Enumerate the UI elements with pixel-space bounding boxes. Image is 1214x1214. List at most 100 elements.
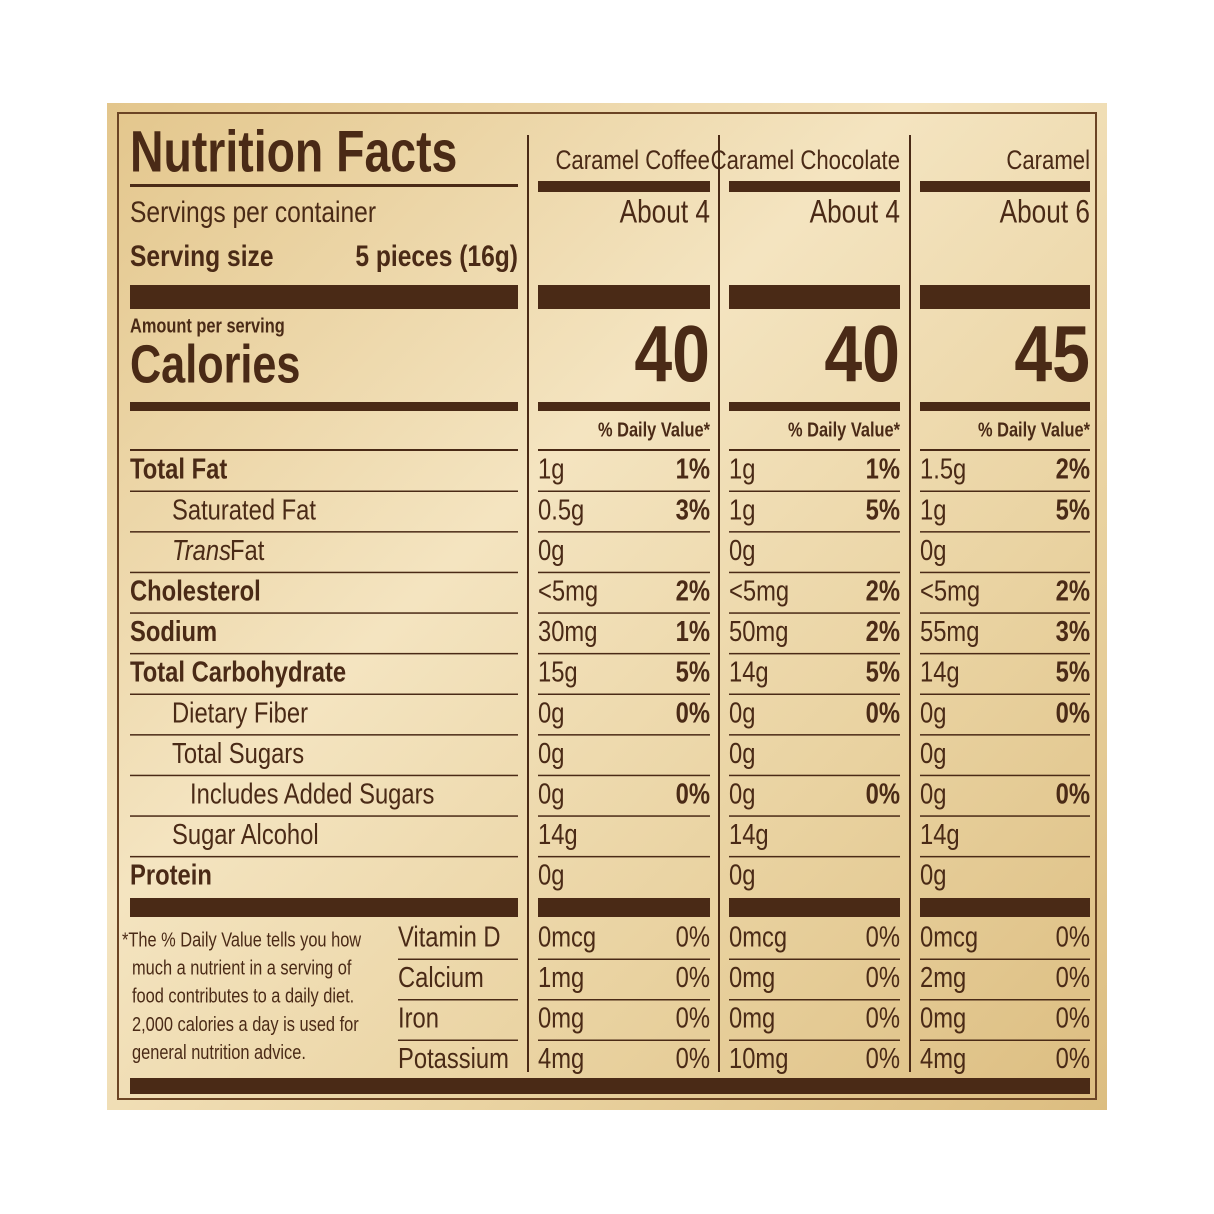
- nutrient-daily-value: 5%: [866, 655, 900, 688]
- vitamin-daily-value: 0%: [866, 1042, 900, 1075]
- thick-bar: [130, 898, 518, 917]
- nutrient-label: Includes Added Sugars: [190, 777, 434, 810]
- row-rule: [538, 571, 710, 574]
- nutrient-daily-value: 2%: [1056, 452, 1090, 485]
- nutrient-daily-value: 0%: [866, 777, 900, 810]
- nutrient-amount: 1g: [920, 493, 946, 526]
- vitamin-amount: 0mg: [729, 961, 775, 994]
- row-rule: [538, 693, 710, 695]
- nutrient-amount: 1g: [729, 493, 755, 526]
- row-rule: [729, 490, 900, 492]
- nutrient-daily-value: 2%: [1056, 574, 1090, 607]
- row-rule: [398, 999, 518, 1001]
- nutrient-label: Dietary Fiber: [172, 696, 308, 729]
- nutrient-daily-value: 0%: [676, 696, 710, 729]
- title-rule: [130, 184, 518, 187]
- row-rule: [729, 999, 900, 1001]
- vitamin-amount: 0mg: [538, 1001, 584, 1034]
- nutrient-amount: 1g: [729, 452, 755, 485]
- vitamin-amount: 1mg: [538, 961, 584, 994]
- nutrient-daily-value: 1%: [676, 615, 710, 648]
- nutrient-amount: 1.5g: [920, 452, 966, 485]
- header-bar: [729, 181, 900, 192]
- medium-bar: [130, 402, 518, 411]
- vitamin-daily-value: 0%: [866, 1001, 900, 1034]
- calories-label: Calories: [130, 335, 300, 395]
- row-rule: [130, 571, 518, 574]
- vitamin-label: Potassium: [398, 1042, 509, 1075]
- row-rule: [920, 855, 1090, 858]
- daily-value-header: % Daily Value*: [978, 418, 1091, 441]
- row-rule: [920, 693, 1090, 695]
- vitamin-daily-value: 0%: [1056, 920, 1090, 953]
- vitamin-amount: 0mcg: [729, 920, 787, 953]
- vitamin-amount: 0mg: [729, 1001, 775, 1034]
- vitamin-daily-value: 0%: [866, 961, 900, 994]
- row-rule: [729, 652, 900, 655]
- nutrient-label: Protein: [130, 858, 212, 891]
- nutrient-amount: 30mg: [538, 615, 597, 648]
- nutrient-amount: 0g: [729, 737, 755, 770]
- row-rule: [538, 612, 710, 614]
- vitamin-daily-value: 0%: [676, 961, 710, 994]
- nutrient-amount: 0g: [538, 777, 564, 810]
- label-background: [107, 103, 1107, 1110]
- header-bar: [920, 181, 1090, 192]
- nutrient-amount: 0.5g: [538, 493, 584, 526]
- vitamin-daily-value: 0%: [1056, 1042, 1090, 1075]
- nutrient-label: Total Carbohydrate: [130, 655, 346, 688]
- vitamin-daily-value: 0%: [1056, 961, 1090, 994]
- nutrient-amount: 50mg: [729, 615, 788, 648]
- column-separator: [909, 135, 911, 1072]
- row-rule: [538, 774, 710, 777]
- nutrient-amount: 0g: [729, 534, 755, 567]
- vitamin-amount: 0mcg: [920, 920, 978, 953]
- nutrient-daily-value: 5%: [1056, 493, 1090, 526]
- serving-size: 5 pieces (16g): [355, 239, 518, 273]
- row-rule: [538, 734, 710, 736]
- nutrient-daily-value: 2%: [866, 615, 900, 648]
- vitamin-amount: 2mg: [920, 961, 966, 994]
- nutrient-label: Saturated Fat: [172, 493, 317, 526]
- nutrient-daily-value: 3%: [1056, 615, 1090, 648]
- vitamin-daily-value: 0%: [676, 920, 710, 953]
- row-rule: [130, 815, 518, 817]
- nutrient-amount: 14g: [538, 818, 578, 851]
- row-rule: [729, 531, 900, 533]
- nutrient-daily-value: 5%: [866, 493, 900, 526]
- rule: [130, 449, 518, 451]
- rule: [920, 449, 1090, 451]
- nutrient-amount: 0g: [729, 777, 755, 810]
- row-rule: [538, 999, 710, 1001]
- nutrient-label: Cholesterol: [130, 574, 261, 607]
- thick-bar: [538, 898, 710, 917]
- thick-bar: [920, 898, 1090, 917]
- nutrient-amount: 0g: [729, 696, 755, 729]
- row-rule: [538, 815, 710, 817]
- vitamin-amount: 4mg: [920, 1042, 966, 1075]
- row-rule: [398, 1039, 518, 1041]
- row-rule: [729, 774, 900, 777]
- vitamin-daily-value: 0%: [866, 920, 900, 953]
- vitamin-daily-value: 0%: [1056, 1001, 1090, 1034]
- thick-bar: [130, 285, 518, 309]
- vitamin-label: Vitamin D: [398, 920, 501, 953]
- medium-bar: [729, 402, 900, 411]
- row-rule: [398, 958, 518, 960]
- row-rule: [920, 999, 1090, 1001]
- row-rule: [130, 734, 518, 736]
- row-rule: [920, 774, 1090, 777]
- row-rule: [920, 815, 1090, 817]
- nutrient-amount: 0g: [920, 737, 946, 770]
- nutrient-daily-value: 0%: [676, 777, 710, 810]
- row-rule: [920, 652, 1090, 655]
- row-rule: [130, 855, 518, 858]
- nutrient-label: Fat: [230, 534, 265, 567]
- vitamin-label: Calcium: [398, 961, 484, 994]
- vitamin-amount: 10mg: [729, 1042, 788, 1075]
- nutrient-amount: <5mg: [538, 574, 598, 607]
- nutrient-amount: 0g: [538, 737, 564, 770]
- nutrient-daily-value: 3%: [676, 493, 710, 526]
- header-bar: [538, 181, 710, 192]
